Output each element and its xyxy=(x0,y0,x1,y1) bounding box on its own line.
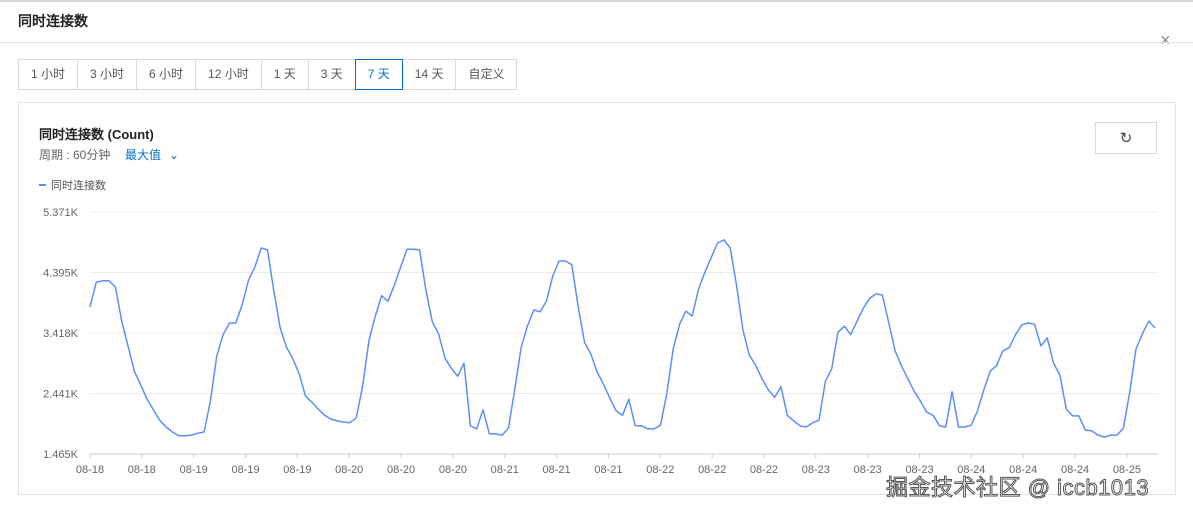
x-tick-label: 08-23 xyxy=(854,464,882,476)
range-6h-button[interactable]: 6 小时 xyxy=(136,59,197,90)
series-line-connections xyxy=(89,239,1156,438)
y-tick-label: 3.418K xyxy=(43,328,79,340)
line-chart: 1.465K 2.441K 3.418K 4.395K 5.371K 08-18 08-18… xyxy=(43,207,1158,476)
refresh-button[interactable]: ↻ xyxy=(1095,122,1157,154)
legend-label: 同时连接数 xyxy=(51,180,106,192)
x-tick-label: 08-24 xyxy=(1009,464,1037,476)
close-icon[interactable]: × xyxy=(1160,30,1171,50)
x-tick-label: 08-23 xyxy=(905,464,933,476)
watermark: 掘金技术社区 @ iccb1013 xyxy=(885,475,1150,501)
x-tick-label: 08-22 xyxy=(646,464,674,476)
dialog-title: 同时连接数 xyxy=(18,13,88,29)
x-tick-label: 08-19 xyxy=(180,464,208,476)
range-3d-button[interactable]: 3 天 xyxy=(307,59,356,90)
aggregation-value: 最大值 xyxy=(125,148,162,162)
y-tick-label: 2.441K xyxy=(43,389,79,401)
x-tick-label: 08-20 xyxy=(387,464,415,476)
period-label: 周期 : 60分钟 xyxy=(39,148,111,162)
x-tick-label: 08-20 xyxy=(439,464,467,476)
x-tick-label: 08-22 xyxy=(750,464,778,476)
refresh-icon: ↻ xyxy=(1119,130,1133,147)
x-tick-label: 08-21 xyxy=(594,464,622,476)
legend-item[interactable]: 同时连接数 xyxy=(39,177,106,193)
y-tick-label: 1.465K xyxy=(43,449,79,461)
x-tick-label: 08-22 xyxy=(698,464,726,476)
range-1h-button[interactable]: 1 小时 xyxy=(18,59,79,90)
chart-card: 1.465K 2.441K 3.418K 4.395K 5.371K 08-18 08-18… xyxy=(18,102,1176,495)
range-14d-button[interactable]: 14 天 xyxy=(401,59,457,90)
range-3h-button[interactable]: 3 小时 xyxy=(77,59,138,90)
x-tick-label: 08-24 xyxy=(957,464,985,476)
header-divider xyxy=(0,42,1193,43)
aggregation-dropdown[interactable]: 最大值 ⌄ xyxy=(125,146,179,163)
x-tick-label: 08-21 xyxy=(543,464,571,476)
x-tick-label: 08-21 xyxy=(491,464,519,476)
y-tick-label: 4.395K xyxy=(43,268,79,280)
y-tick-label: 5.371K xyxy=(43,207,79,219)
range-1d-button[interactable]: 1 天 xyxy=(260,59,309,90)
range-custom-button[interactable]: 自定义 xyxy=(455,59,518,90)
x-tick-label: 08-20 xyxy=(335,464,363,476)
x-tick-label: 08-19 xyxy=(231,464,259,476)
x-tick-label: 08-25 xyxy=(1113,464,1141,476)
legend-swatch xyxy=(39,184,46,186)
range-7d-button[interactable]: 7 天 xyxy=(354,59,403,90)
chevron-down-icon: ⌄ xyxy=(169,148,180,162)
x-tick-label: 08-24 xyxy=(1061,464,1089,476)
x-tick-label: 08-19 xyxy=(283,464,311,476)
x-tick-label: 08-23 xyxy=(802,464,830,476)
top-border xyxy=(0,0,1193,2)
x-tick-label: 08-18 xyxy=(76,464,104,476)
range-12h-button[interactable]: 12 小时 xyxy=(195,59,262,90)
x-tick-label: 08-18 xyxy=(128,464,156,476)
time-range-selector: 1 小时 3 小时 6 小时 12 小时 1 天 3 天 7 天 14 天 自定… xyxy=(18,59,518,90)
chart-title: 同时连接数 (Count) xyxy=(39,127,154,142)
